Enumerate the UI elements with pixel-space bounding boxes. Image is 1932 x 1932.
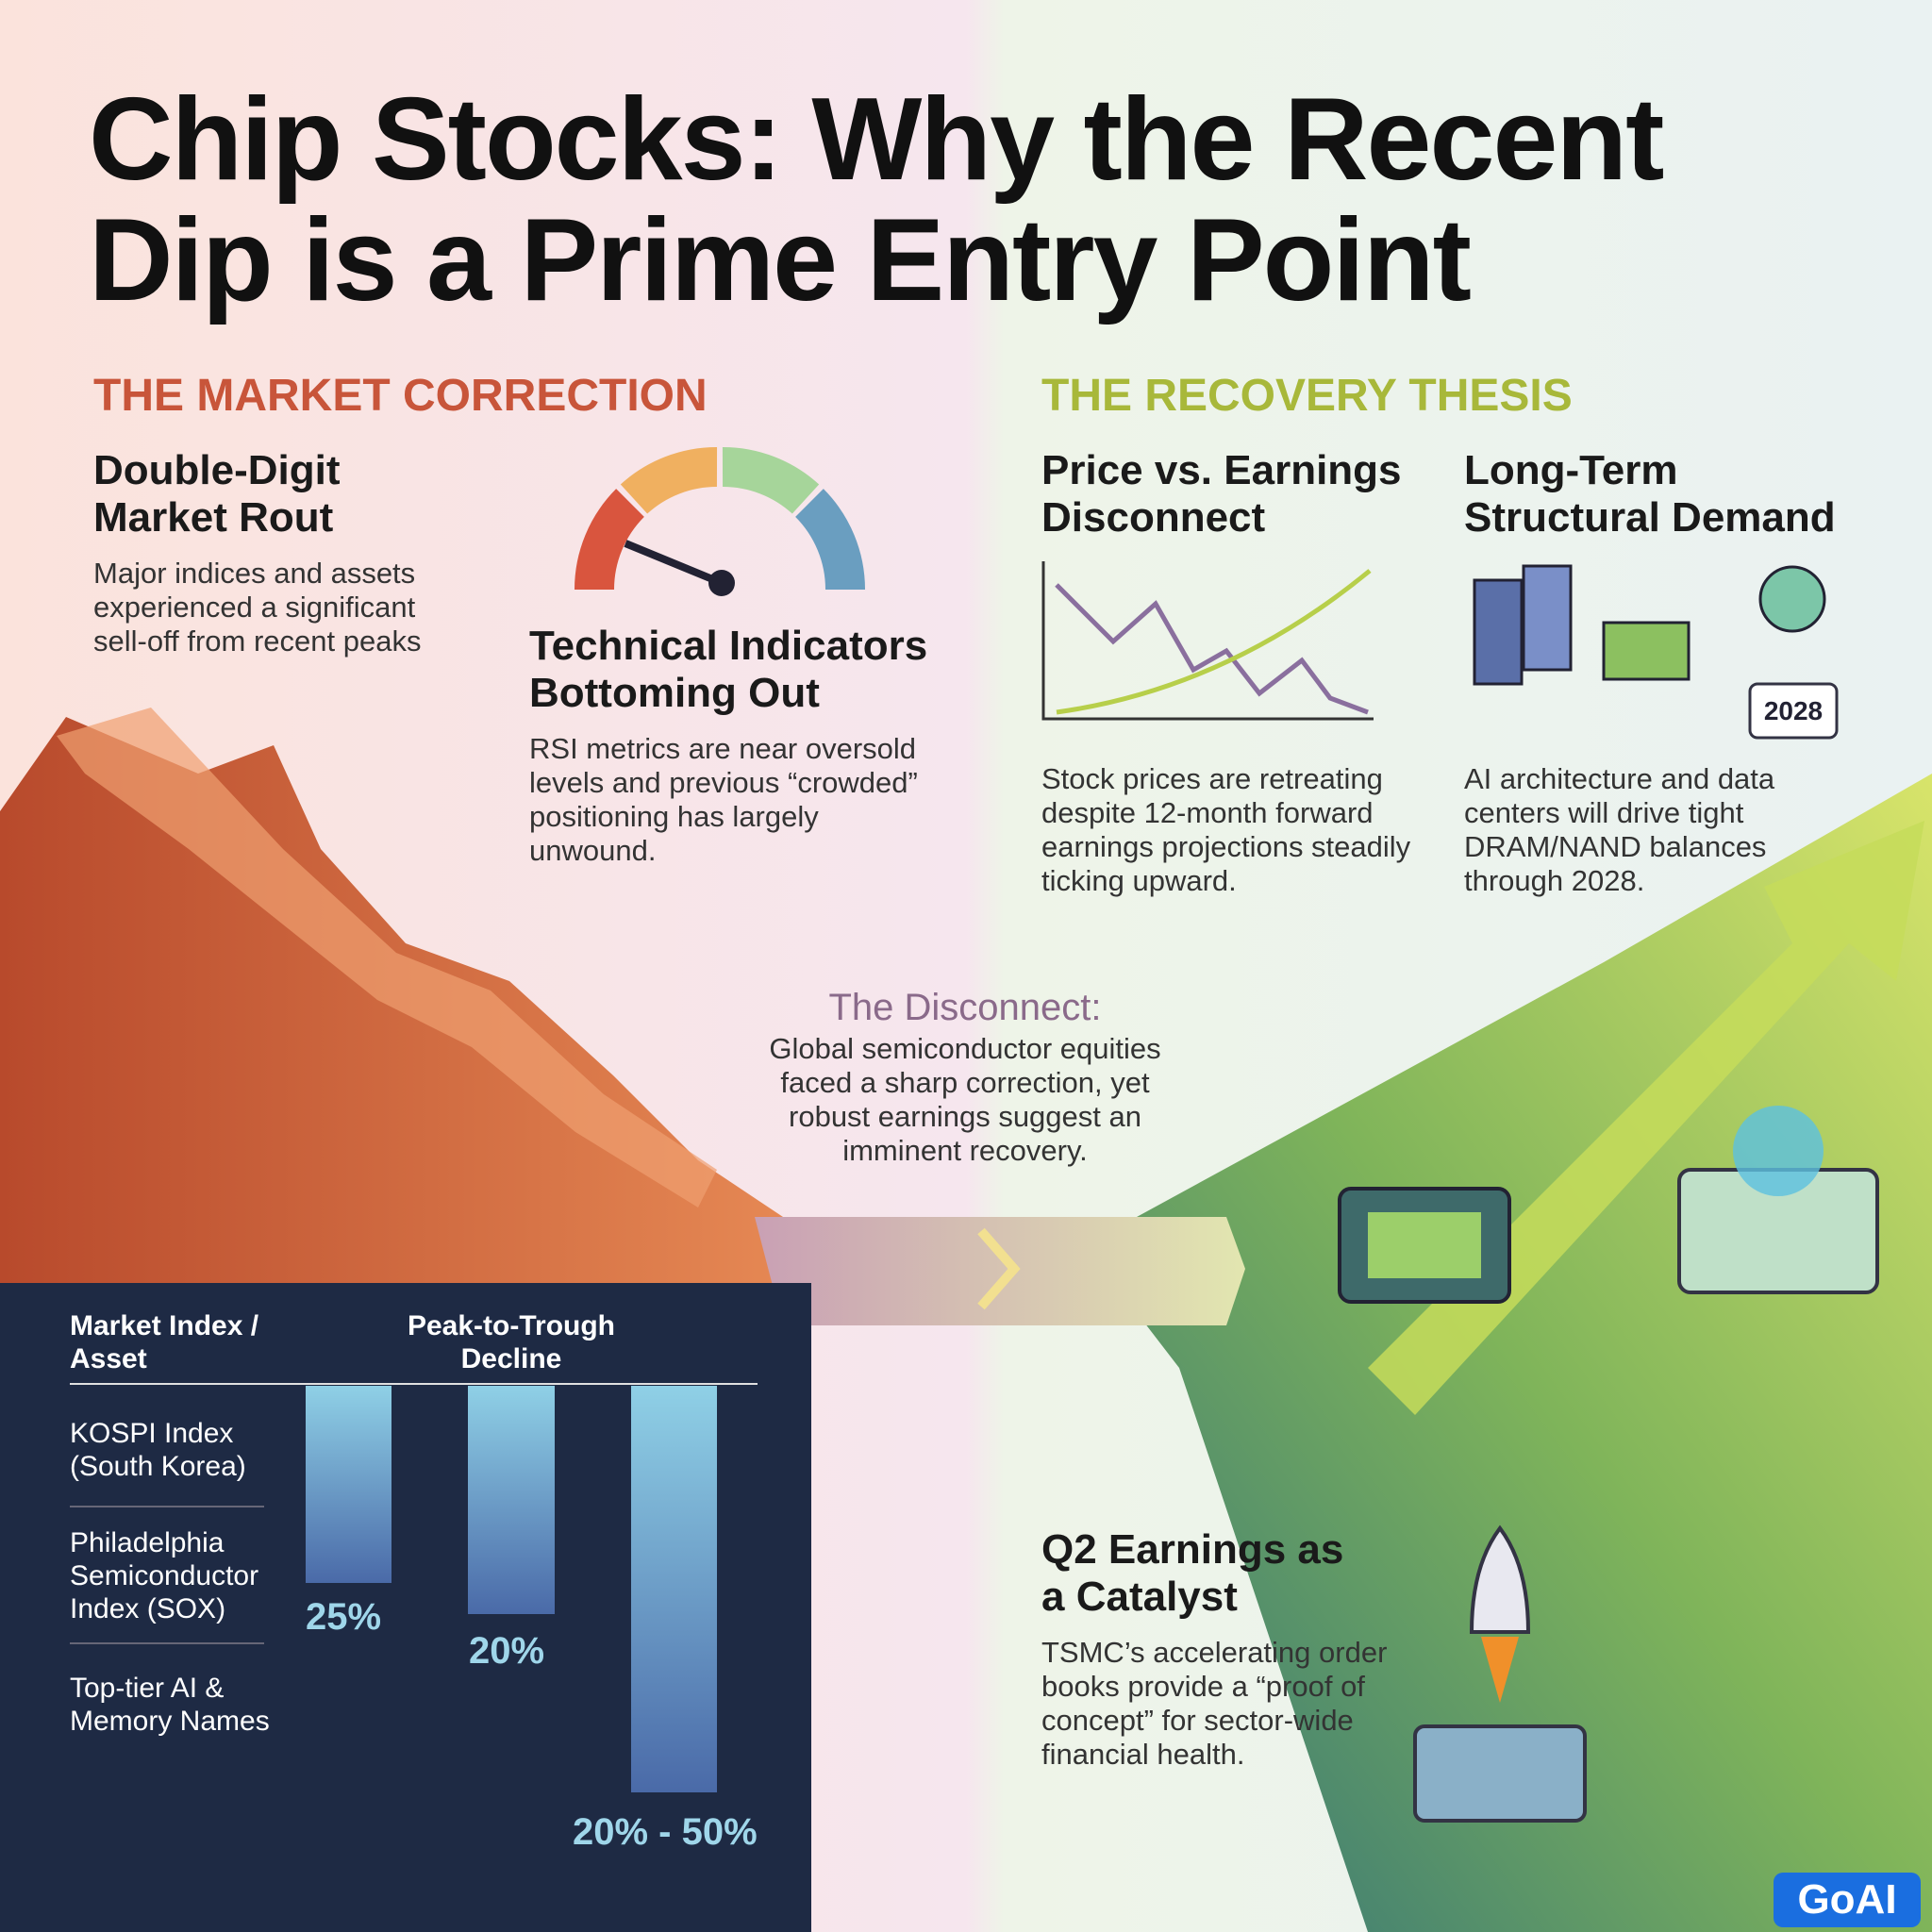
row-label: Philadelphia Semiconductor Index (SOX) — [70, 1527, 259, 1624]
calendar-icon — [1748, 682, 1839, 740]
chip-core — [1368, 1212, 1481, 1278]
block-title: Technical Indicators Bottoming Out — [529, 623, 928, 716]
table-header: Market Index / Asset — [70, 1310, 259, 1374]
rocket-flame — [1481, 1637, 1519, 1703]
table-header: Peak-to-Trough Decline — [407, 1310, 615, 1374]
dark-panel — [0, 1283, 811, 1932]
gauge-blue — [794, 489, 866, 591]
title: Chip Stocks: Why the Recent Dip is a Pri… — [89, 75, 1664, 325]
orange-path — [57, 708, 717, 1208]
orange-cliff — [0, 717, 811, 1321]
gauge-hub — [708, 570, 735, 596]
block-text: AI architecture and data centers will dr… — [1464, 762, 1775, 897]
row-label: Top-tier AI & Memory Names — [70, 1673, 270, 1737]
gauge-orange — [620, 446, 718, 514]
row-value: 20% — [469, 1630, 545, 1672]
block-text: TSMC’s accelerating order books provide … — [1041, 1636, 1388, 1771]
block-text: RSI metrics are near oversold levels and… — [529, 732, 918, 867]
block-title: Price vs. Earnings Disconnect — [1041, 447, 1402, 541]
logo: GoAI — [1797, 1876, 1896, 1923]
table-bar — [468, 1386, 555, 1614]
brain-icon — [1758, 565, 1826, 633]
launchpad — [1413, 1724, 1587, 1823]
block-title: Q2 Earnings as a Catalyst — [1041, 1526, 1344, 1620]
bridge — [755, 1217, 1245, 1325]
brain-icon — [1733, 1106, 1824, 1196]
row-value: 25% — [306, 1596, 382, 1638]
logo-badge — [1774, 1873, 1921, 1927]
row-label: KOSPI Index (South Korea) — [70, 1418, 246, 1482]
block-text: Stock prices are retreating despite 12-m… — [1041, 762, 1411, 897]
earnings-line — [1056, 569, 1372, 715]
block-text: Major indices and assets experienced a s… — [93, 557, 422, 658]
section-heading: THE RECOVERY THESIS — [1041, 371, 1573, 421]
row-value: 20% - 50% — [573, 1811, 758, 1853]
callout-title: The Disconnect: — [828, 987, 1102, 1028]
rocket — [1469, 1524, 1531, 1634]
chip-icon — [1602, 621, 1690, 681]
server-icon — [1473, 578, 1524, 686]
calendar-label: 2028 — [1764, 696, 1823, 725]
price-line — [1055, 583, 1369, 715]
bridge-chevron — [977, 1227, 1021, 1310]
gauge-needle — [624, 540, 724, 587]
gauge-green — [722, 446, 820, 514]
callout-text: Global semiconductor equities faced a sh… — [769, 1032, 1161, 1167]
table-bar — [631, 1386, 717, 1792]
server-icon — [1522, 564, 1573, 672]
chart-axes — [1041, 561, 1374, 721]
block-title: Long-Term Structural Demand — [1464, 447, 1836, 541]
table-bar — [306, 1386, 391, 1583]
gauge-red — [574, 489, 645, 591]
section-heading: THE MARKET CORRECTION — [93, 371, 708, 421]
block-title: Double-Digit Market Rout — [93, 447, 341, 541]
